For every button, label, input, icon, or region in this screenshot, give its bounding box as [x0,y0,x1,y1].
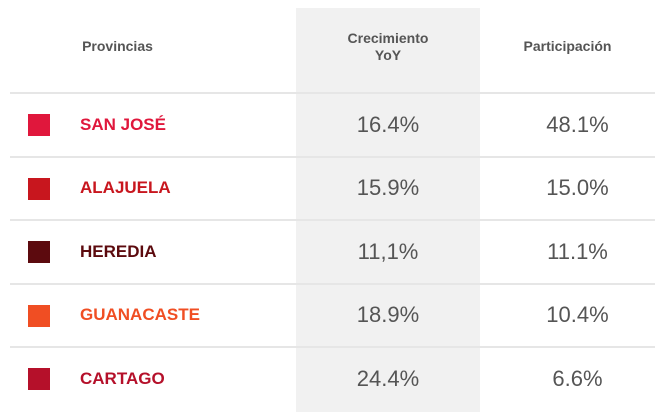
share-value: 6.6% [552,365,603,391]
province-name: HEREDIA [80,241,157,261]
share-value: 15.0% [546,175,609,200]
growth-value: 24.4% [356,365,420,391]
color-swatch [28,177,50,200]
table-row: ALAJUELA 15.9% 15.0% [10,157,655,220]
row-separator [10,92,655,94]
share-value: 10.4% [546,302,609,327]
province-name: ALAJUELA [80,178,171,197]
growth-value: 15.9% [356,175,420,200]
province-name: CARTAGO [80,368,165,388]
color-swatch [28,241,50,263]
row-separator [10,282,655,285]
growth-value: 18.9% [356,302,420,327]
table-row: SAN JOSÉ 16.4% 48.1% [10,93,655,156]
color-swatch [28,368,50,390]
row-separator [10,346,655,348]
growth-value: 11,1% [357,238,419,264]
share-value: 48.1% [546,111,609,137]
table-row: CARTAGO 24.4% 6.6% [10,347,655,410]
table-row: GUANACASTE 18.9% 10.4% [10,284,655,347]
row-separator [10,155,655,158]
province-name: GUANACASTE [80,305,200,324]
header-cell: Participación [523,38,612,54]
column-highlight [296,8,480,412]
header-cell: Crecimiento YoY [347,29,429,63]
row-separator [10,219,655,221]
province-name: SAN JOSÉ [80,114,166,134]
color-swatch [28,114,50,136]
table-row: HEREDIA 11,1% 11.1% [10,220,655,283]
growth-value: 16.4% [356,111,420,137]
header-cell: Provincias [82,38,153,54]
share-value: 11.1% [547,238,608,264]
color-swatch [28,304,50,327]
